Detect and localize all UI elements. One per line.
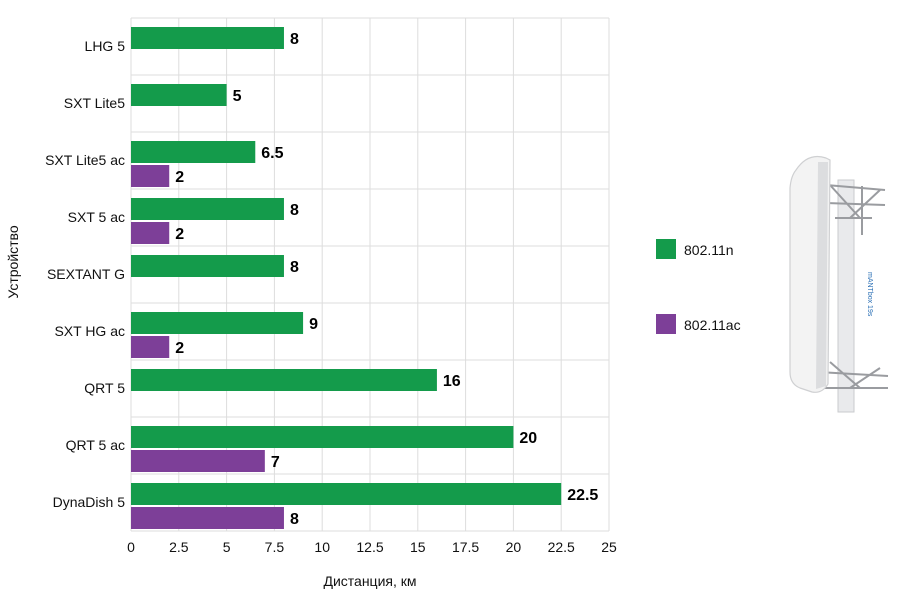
legend-swatch bbox=[656, 239, 676, 259]
antenna-bracket-bottom bbox=[817, 361, 889, 389]
bar-802-11n bbox=[131, 198, 284, 220]
bar-802-11ac bbox=[131, 165, 170, 187]
data-label: 20 bbox=[519, 430, 537, 447]
legend: 802.11n 802.11ac bbox=[656, 239, 741, 334]
x-tick-label: 25 bbox=[601, 539, 617, 555]
data-label: 9 bbox=[309, 316, 318, 333]
data-label: 8 bbox=[290, 511, 299, 528]
bar-802-11n bbox=[131, 141, 256, 163]
x-tick-label: 5 bbox=[223, 539, 231, 555]
antenna-shading bbox=[816, 162, 828, 389]
x-tick-label: 12.5 bbox=[356, 539, 383, 555]
antenna-image: mANTbox 19s bbox=[789, 155, 889, 413]
data-label: 2 bbox=[175, 226, 184, 243]
data-label: 5 bbox=[233, 88, 242, 105]
bar-802-11n bbox=[131, 312, 304, 334]
bar-802-11ac bbox=[131, 450, 265, 472]
data-label: 8 bbox=[290, 259, 299, 276]
x-axis-title: Дистанция, км bbox=[323, 573, 416, 589]
antenna-pole bbox=[837, 179, 855, 413]
y-category-label: QRT 5 ac bbox=[66, 437, 125, 453]
bar-802-11n bbox=[131, 84, 227, 106]
data-label: 2 bbox=[175, 340, 184, 357]
y-category-label: SXT HG ac bbox=[54, 323, 125, 339]
bar-802-11ac bbox=[131, 336, 170, 358]
bar-802-11n bbox=[131, 483, 562, 505]
x-tick-label: 2.5 bbox=[169, 539, 189, 555]
grid-layer bbox=[130, 17, 610, 532]
y-category-label: QRT 5 bbox=[84, 380, 125, 396]
y-category-label: DynaDish 5 bbox=[53, 494, 126, 510]
bar-802-11ac bbox=[131, 507, 284, 529]
bar-802-11n bbox=[131, 27, 284, 49]
x-tick-label: 15 bbox=[410, 539, 426, 555]
y-category-label: LHG 5 bbox=[85, 38, 126, 54]
bar-802-11ac bbox=[131, 222, 170, 244]
legend-swatch bbox=[656, 314, 676, 334]
antenna-caption: mANTbox 19s bbox=[866, 272, 873, 317]
data-label: 8 bbox=[290, 31, 299, 48]
y-category-label: SXT 5 ac bbox=[68, 209, 125, 225]
x-tick-label: 22.5 bbox=[548, 539, 575, 555]
y-category-label: SXT Lite5 bbox=[64, 95, 125, 111]
data-label: 6.5 bbox=[261, 145, 283, 162]
labels-layer: LHG 5 8 SXT Lite5 5 SXT Lite5 ac 6.5 2 SXT 5 ac… bbox=[45, 31, 598, 528]
legend-label: 802.11n bbox=[684, 242, 734, 258]
y-category-label: SEXTANT G bbox=[47, 266, 125, 282]
x-tick-label: 10 bbox=[314, 539, 330, 555]
y-axis-title: Устройство bbox=[5, 225, 21, 298]
data-label: 16 bbox=[443, 373, 461, 390]
data-label: 8 bbox=[290, 202, 299, 219]
x-tick-label: 20 bbox=[506, 539, 522, 555]
x-tick-label: 17.5 bbox=[452, 539, 479, 555]
x-tick-label: 7.5 bbox=[265, 539, 285, 555]
x-tick-label: 0 bbox=[127, 539, 135, 555]
data-label: 7 bbox=[271, 454, 280, 471]
bar-802-11n bbox=[131, 255, 284, 277]
bars-layer bbox=[131, 27, 562, 529]
bar-802-11n bbox=[131, 426, 514, 448]
data-label: 22.5 bbox=[567, 487, 598, 504]
legend-label: 802.11ac bbox=[684, 317, 741, 333]
antenna-bracket-top bbox=[825, 184, 886, 235]
bar-802-11n bbox=[131, 369, 437, 391]
y-category-label: SXT Lite5 ac bbox=[45, 152, 125, 168]
data-label: 2 bbox=[175, 169, 184, 186]
x-axis: 0 2.5 5 7.5 10 12.5 15 17.5 20 22.5 25 bbox=[127, 539, 617, 555]
